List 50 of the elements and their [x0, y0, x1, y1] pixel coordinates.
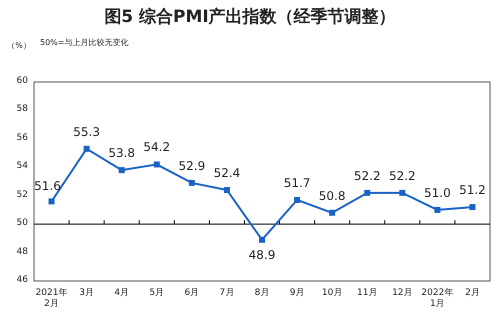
point	[188, 180, 195, 186]
data-label: 55.3	[72, 124, 101, 139]
y-tick-label: 60	[16, 76, 28, 87]
data-label: 52.2	[388, 168, 417, 183]
x-tick-label: 7月	[218, 288, 236, 299]
data-label: 52.4	[212, 166, 242, 180]
data-label: 51.0	[423, 186, 452, 200]
point	[118, 167, 125, 174]
data-label: 51.2	[458, 183, 487, 198]
y-axis-title: （%）	[6, 40, 32, 51]
point	[329, 210, 336, 216]
text: 50%=与上月比较无变化	[40, 37, 128, 48]
data-label: 54.2	[142, 140, 172, 154]
chart-title: 图5 综合PMI产出指数（经季节调整）	[103, 6, 397, 28]
x-tick-label: 2021年2月	[34, 288, 68, 310]
point	[294, 196, 300, 203]
x-tick-label: 9月	[288, 288, 306, 299]
data-label: 50.8	[318, 188, 346, 203]
data-label: 53.8	[107, 146, 136, 160]
x-tick-label: 11月	[356, 288, 378, 299]
data-label: 52.9	[177, 158, 206, 173]
data-label: 51.7	[282, 176, 312, 190]
x-tick-label: 3月	[78, 288, 95, 299]
x-tick-label: 2月	[464, 288, 481, 299]
y-tick-label: 58	[16, 104, 28, 116]
x-tick-label: 6月	[183, 288, 200, 299]
data-label: 48.9	[248, 248, 276, 262]
data-label: 52.2	[352, 168, 382, 183]
x-tick-label: 8月	[254, 288, 270, 299]
y-tick-label: 50	[16, 218, 28, 230]
y-tick-label: 46	[16, 275, 28, 286]
y-tick-label: 54	[16, 161, 28, 172]
point	[48, 198, 55, 204]
x-tick-label: 10月	[320, 288, 344, 299]
point	[364, 190, 370, 196]
point	[434, 206, 440, 213]
x-tick-label: 4月	[113, 288, 130, 299]
point	[399, 190, 406, 196]
point	[469, 204, 476, 210]
y-tick-label: 48	[16, 246, 28, 258]
data-label: 51.6	[33, 179, 62, 194]
point	[259, 236, 265, 243]
point	[84, 146, 90, 152]
point	[224, 187, 230, 194]
y-tick-label: 56	[16, 132, 28, 144]
point	[154, 161, 160, 168]
x-tick-label: 5月	[148, 288, 166, 299]
x-tick-label: 12月	[391, 288, 414, 299]
y-tick-label: 52	[16, 190, 28, 201]
x-tick-label: 2022年1月	[420, 288, 454, 310]
